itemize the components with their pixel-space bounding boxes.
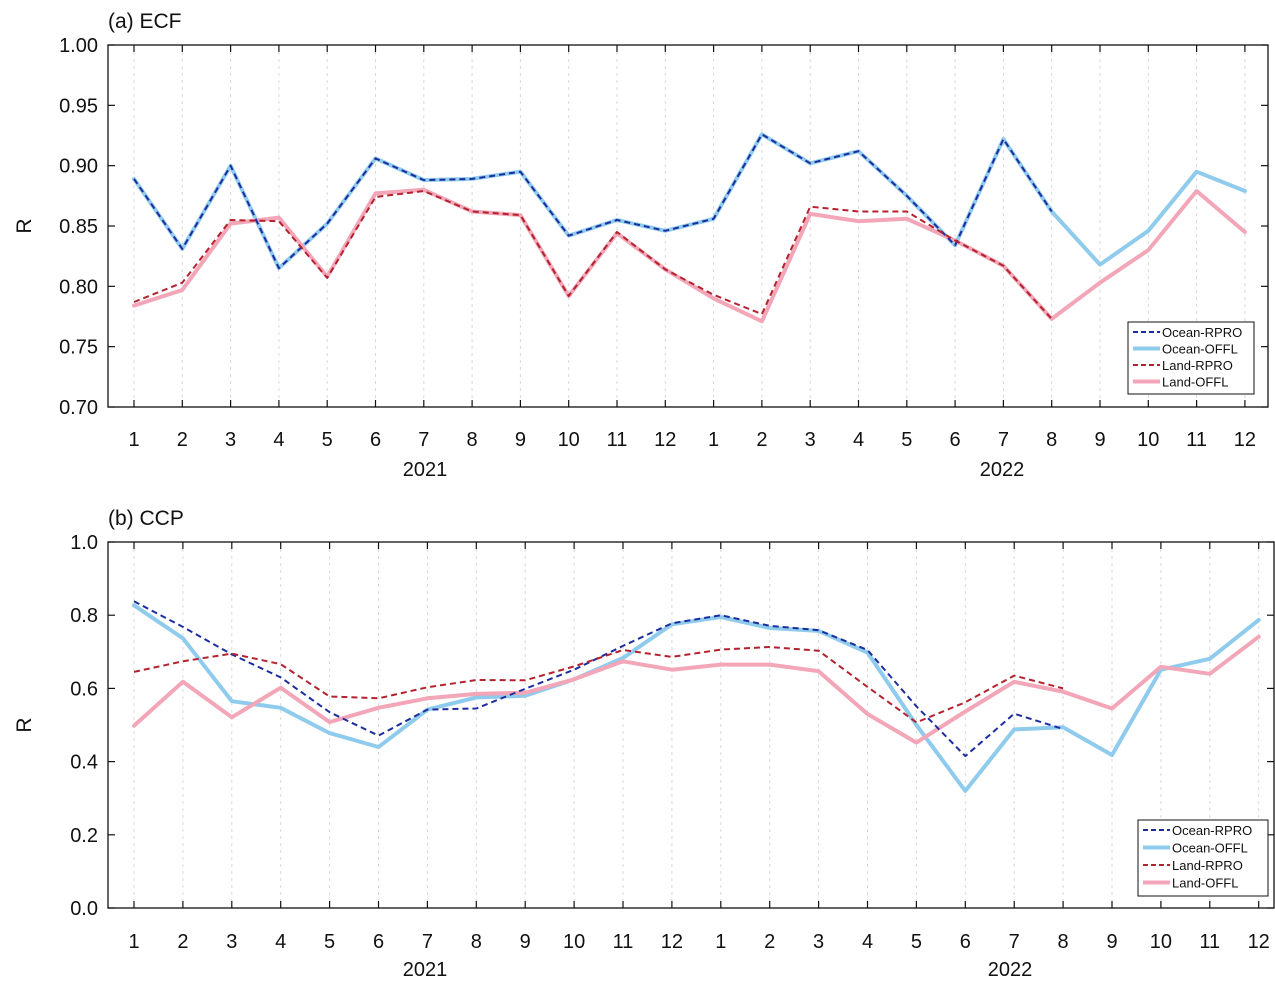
x-tick-label: 7: [998, 429, 1009, 451]
y-tick-label: 0.90: [59, 156, 98, 178]
x-tick-label: 12: [654, 429, 676, 451]
chart-title: (a) ECF: [108, 10, 182, 33]
year-label: 2021: [403, 959, 448, 981]
x-tick-label: 8: [1046, 429, 1057, 451]
x-tick-label: 2: [177, 931, 188, 953]
x-tick-label: 3: [813, 931, 824, 953]
year-label: 2021: [403, 459, 448, 481]
y-tick-label: 0.85: [59, 216, 98, 238]
x-tick-label: 11: [613, 931, 634, 953]
x-tick-label: 11: [607, 429, 628, 451]
y-tick-label: 0.0: [70, 898, 98, 920]
y-tick-label: 0.4: [70, 752, 98, 774]
x-tick-label: 9: [520, 931, 531, 953]
x-tick-label: 1: [708, 429, 719, 451]
series-line-ocean-rpro: [133, 133, 1053, 270]
chart-panel-2: 0.00.20.40.60.81.01 2 3 4 5 6 7 8 9 10 11 12 1 2 3 4 5 6 7…: [13, 507, 1275, 981]
x-tick-label: 10: [558, 429, 580, 451]
x-tick-label: 2: [764, 931, 775, 953]
x-tick-label: 7: [1009, 931, 1020, 953]
x-tick-label: 12: [1248, 931, 1270, 953]
x-tick-label: 8: [1058, 931, 1069, 953]
x-tick-label: 4: [273, 429, 284, 451]
x-tick-label: 1: [715, 931, 726, 953]
series-line-land-offl: [132, 187, 1247, 324]
x-tick-label: 12: [661, 931, 683, 953]
y-tick-label: 0.95: [59, 95, 98, 117]
y-tick-label: 0.6: [70, 678, 98, 700]
x-tick-label: 5: [322, 429, 333, 451]
x-tick-label: 11: [1186, 429, 1207, 451]
series-line-ocean-rpro: [133, 600, 1064, 758]
x-tick-label: 8: [467, 429, 478, 451]
legend-label: Land-RPRO: [1172, 858, 1243, 873]
y-tick-label: 0.2: [70, 825, 98, 847]
series-line-ocean-offl: [132, 603, 1261, 793]
legend-label: Land-RPRO: [1162, 358, 1233, 373]
x-tick-label: 9: [515, 429, 526, 451]
year-label: 2022: [988, 959, 1033, 981]
y-tick-label: 0.8: [70, 605, 98, 627]
x-tick-label: 2: [756, 429, 767, 451]
x-tick-label: 7: [418, 429, 429, 451]
x-tick-label: 7: [422, 931, 433, 953]
x-tick-label: 10: [1150, 931, 1172, 953]
x-tick-label: 4: [853, 429, 864, 451]
legend-label: Ocean-RPRO: [1172, 823, 1252, 838]
series-line-land-offl: [132, 634, 1261, 745]
x-tick-label: 4: [275, 931, 286, 953]
x-tick-label: 4: [862, 931, 873, 953]
x-tick-label: 1: [128, 429, 139, 451]
y-tick-label: 0.70: [59, 397, 98, 419]
x-tick-label: 5: [911, 931, 922, 953]
x-tick-label: 6: [960, 931, 971, 953]
legend-label: Ocean-OFFL: [1172, 841, 1248, 856]
legend: Ocean-RPRO Ocean-OFFL Land-RPRO Land-OFFL: [1137, 819, 1269, 897]
year-label: 2022: [980, 459, 1025, 481]
y-tick-label: 1.0: [70, 532, 98, 554]
legend-label: Ocean-OFFL: [1162, 342, 1238, 357]
x-tick-label: 9: [1106, 931, 1117, 953]
y-tick-label: 0.80: [59, 276, 98, 298]
chart-panel-1: 0.700.750.800.850.900.951.001 2 3 4 5 6 7 8 9 10 1…: [13, 10, 1269, 481]
series-line-land-rpro: [133, 646, 1064, 724]
x-tick-label: 6: [370, 429, 381, 451]
y-tick-label: 1.00: [59, 35, 98, 57]
x-tick-label: 6: [950, 429, 961, 451]
y-axis-label: R: [13, 717, 36, 732]
plot-frame: [107, 541, 1275, 909]
series-line-ocean-offl: [132, 132, 1247, 271]
x-tick-label: 5: [324, 931, 335, 953]
y-axis-label: R: [13, 218, 36, 233]
x-tick-label: 3: [226, 931, 237, 953]
x-tick-label: 11: [1199, 931, 1220, 953]
legend-label: Ocean-RPRO: [1162, 325, 1242, 340]
y-tick-label: 0.75: [59, 337, 98, 359]
x-tick-label: 10: [563, 931, 585, 953]
x-tick-label: 5: [901, 429, 912, 451]
x-tick-label: 6: [373, 931, 384, 953]
x-tick-label: 3: [225, 429, 236, 451]
legend-label: Land-OFFL: [1162, 375, 1228, 390]
x-tick-label: 9: [1094, 429, 1105, 451]
x-tick-label: 10: [1137, 429, 1159, 451]
chart-title: (b) CCP: [108, 507, 184, 530]
x-tick-label: 12: [1234, 429, 1256, 451]
x-tick-label: 3: [805, 429, 816, 451]
x-tick-label: 8: [471, 931, 482, 953]
x-tick-label: 2: [177, 429, 188, 451]
legend-label: Land-OFFL: [1172, 876, 1238, 891]
x-tick-label: 1: [128, 931, 139, 953]
series-line-land-rpro: [133, 190, 1053, 320]
